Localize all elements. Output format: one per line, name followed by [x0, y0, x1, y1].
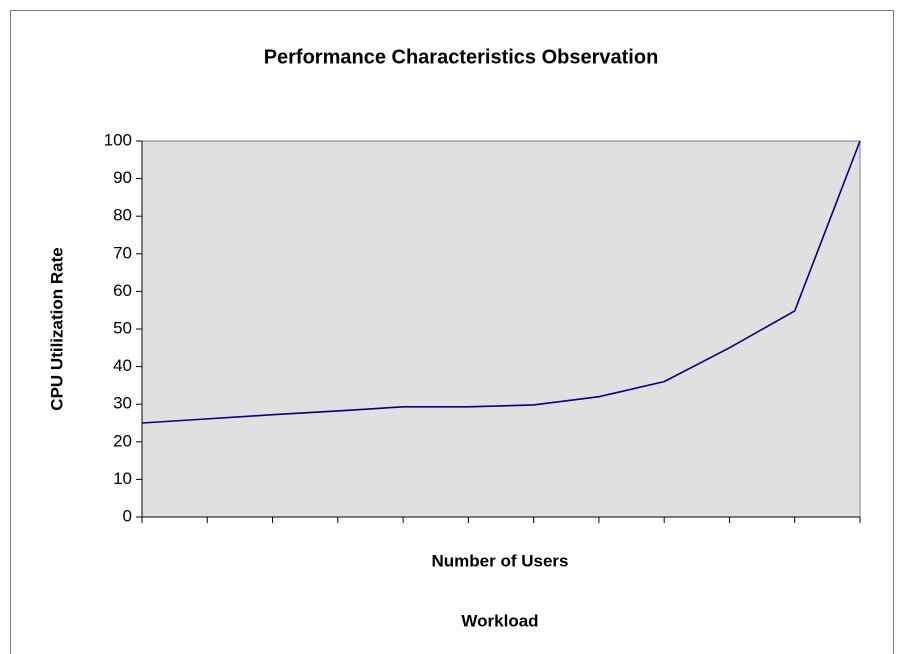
- y-tick-label: 20: [113, 431, 132, 450]
- y-tick-label: 10: [113, 469, 132, 488]
- y-tick-label: 50: [113, 318, 132, 337]
- y-tick-label: 90: [113, 168, 132, 187]
- footnote: Workload: [461, 611, 538, 630]
- y-axis-label: CPU Utilization Rate: [47, 247, 66, 410]
- plot-area: [141, 140, 861, 518]
- data-line: [141, 140, 861, 424]
- y-tick-label: 100: [104, 130, 132, 149]
- y-tick-label: 40: [113, 356, 132, 375]
- y-tick-label: 30: [113, 394, 132, 413]
- x-axis-label: Number of Users: [432, 551, 569, 570]
- y-tick-label: 80: [113, 206, 132, 225]
- y-tick-label: 0: [123, 506, 132, 525]
- chart-title: Performance Characteristics Observation: [264, 46, 659, 68]
- y-tick-label: 70: [113, 243, 132, 262]
- y-tick-label: 60: [113, 281, 132, 300]
